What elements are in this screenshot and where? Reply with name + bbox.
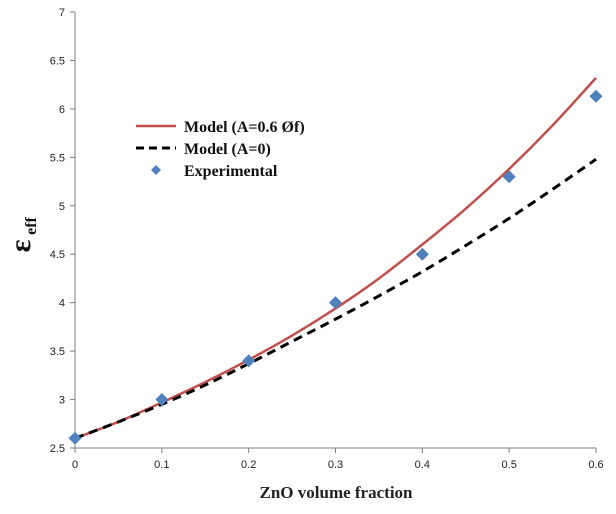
x-tick-label: 0 (72, 459, 78, 471)
y-tick-label: 3.5 (50, 346, 65, 358)
legend-item: Model (A=0.6 Øf) (136, 119, 305, 136)
series-model-a06-line (74, 77, 597, 440)
x-tick-label: 0.2 (241, 459, 256, 471)
y-tick-label: 6.5 (50, 55, 65, 67)
y-tick-label: 5 (59, 201, 65, 213)
data-point (589, 89, 603, 103)
legend: Model (A=0.6 Øf) Model (A=0) Experimental (136, 119, 305, 180)
x-tick-label: 0.3 (328, 459, 343, 471)
data-point (329, 296, 342, 310)
x-axis-title: ZnO volume fraction (260, 483, 414, 502)
y-axis-title-subscript: eff (23, 216, 40, 234)
data-point (502, 170, 516, 184)
legend-item: Model (A=0) (136, 141, 271, 158)
legend-label: Model (A=0.6 Øf) (184, 119, 305, 136)
data-point (415, 247, 429, 261)
y-tick-label: 2.5 (50, 443, 65, 455)
data-point (68, 431, 82, 445)
y-tick-label: 6 (59, 104, 65, 116)
x-tick-label: 0.1 (154, 459, 169, 471)
x-ticks: 0 0.1 0.2 0.3 0.4 0.5 0.6 (72, 448, 604, 471)
data-point (242, 354, 256, 368)
x-tick-label: 0.4 (415, 459, 430, 471)
legend-item: Experimental (151, 163, 278, 180)
legend-label: Experimental (184, 163, 278, 180)
series-layer (68, 77, 603, 445)
y-tick-label: 4.5 (50, 249, 65, 261)
legend-swatch-diamond (151, 165, 161, 175)
y-axis-title-symbol: ε (4, 239, 37, 252)
data-point (155, 393, 169, 407)
y-tick-label: 4 (59, 298, 65, 310)
series-experimental (68, 89, 603, 445)
y-axis-title: ε eff (4, 216, 40, 252)
y-tick-label: 3 (59, 395, 65, 407)
y-tick-label: 5.5 (50, 152, 65, 164)
x-tick-label: 0.6 (588, 459, 603, 471)
x-tick-label: 0.5 (502, 459, 517, 471)
y-tick-label: 7 (59, 7, 65, 19)
axes (74, 12, 596, 449)
y-ticks: 2.5 3 3.5 4 4.5 5 5.5 6 6.5 7 (50, 7, 75, 455)
legend-label: Model (A=0) (184, 141, 271, 158)
